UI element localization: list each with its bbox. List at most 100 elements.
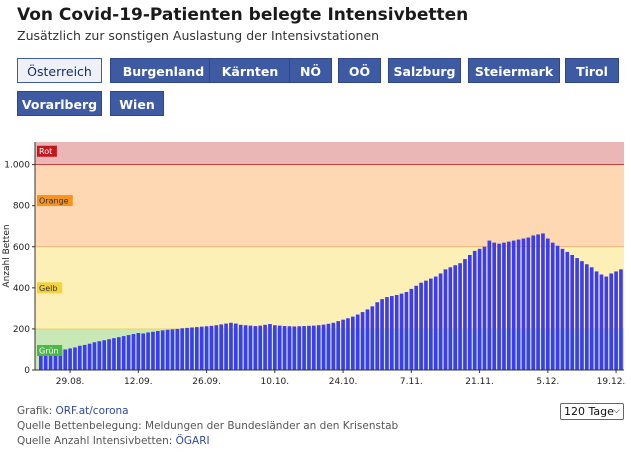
bar-38 <box>224 323 228 370</box>
x-tick-label-7: 5.12. <box>536 377 559 387</box>
bar-108 <box>565 251 570 370</box>
bar-37 <box>219 324 224 370</box>
bar-56 <box>312 325 316 370</box>
x-tick-label-0: 29.08. <box>56 377 85 387</box>
bar-61 <box>336 321 341 370</box>
tab-steiermark[interactable]: Steiermark <box>468 58 560 83</box>
bar-53 <box>297 326 302 370</box>
x-tick-label-5: 7.11. <box>400 377 423 387</box>
bar-100 <box>526 237 531 370</box>
bar-25 <box>160 330 165 370</box>
zone-label-0: Grün <box>39 346 59 355</box>
bar-28 <box>175 328 180 370</box>
bar-96 <box>507 241 511 370</box>
bar-111 <box>580 261 584 370</box>
tab-oesterreich[interactable]: Österreich <box>17 58 102 83</box>
bar-60 <box>331 322 336 370</box>
footer-quelle-anzahl-label: Quelle Anzahl Intensivbetten: <box>17 435 176 447</box>
bar-35 <box>209 325 214 370</box>
tab-vorarlberg[interactable]: Vorarlberg <box>17 91 102 116</box>
bar-93 <box>492 242 497 370</box>
bar-68 <box>370 306 375 370</box>
bar-105 <box>550 242 555 370</box>
footer-grafik: Grafik: ORF.at/corona <box>17 405 129 417</box>
bar-81 <box>433 276 438 370</box>
bar-10 <box>87 343 92 370</box>
bar-66 <box>360 312 365 370</box>
bar-43 <box>248 325 253 370</box>
bar-80 <box>429 278 433 370</box>
bar-50 <box>282 326 287 370</box>
bar-47 <box>268 323 272 370</box>
bar-32 <box>195 327 199 370</box>
bar-2 <box>48 352 53 370</box>
x-tick-label-6: 21.11. <box>465 377 494 387</box>
orf-corona-link[interactable]: ORF.at/corona <box>55 405 129 417</box>
bar-22 <box>146 332 150 370</box>
bar-23 <box>151 331 155 370</box>
bar-29 <box>180 328 185 370</box>
bar-77 <box>414 285 419 370</box>
x-tick-label-4: 24.10. <box>329 377 358 387</box>
bar-39 <box>229 322 233 370</box>
bar-1 <box>43 353 48 370</box>
bar-16 <box>117 337 121 370</box>
bar-33 <box>199 326 204 370</box>
bar-59 <box>326 323 331 370</box>
bar-95 <box>502 242 506 370</box>
bar-91 <box>482 246 487 370</box>
bar-14 <box>107 339 111 370</box>
bar-17 <box>121 336 126 370</box>
bar-51 <box>287 326 292 370</box>
bar-11 <box>92 342 97 370</box>
bar-73 <box>394 295 399 370</box>
bar-118 <box>614 271 618 370</box>
y-tick-label-0: 0 <box>24 366 30 376</box>
bar-74 <box>399 293 404 370</box>
bar-44 <box>253 326 258 370</box>
y-tick-label-1: 200 <box>13 325 30 335</box>
bar-9 <box>82 344 87 370</box>
footer-quelle-anzahl: Quelle Anzahl Intensivbetten: ÖGARI <box>17 435 210 447</box>
bar-85 <box>453 265 458 370</box>
bar-41 <box>238 324 243 370</box>
bar-90 <box>477 248 482 370</box>
zone-label-bg-3 <box>37 145 57 157</box>
oegari-link[interactable]: ÖGARI <box>175 435 210 447</box>
bar-19 <box>131 334 136 370</box>
zone-1 <box>35 246 624 329</box>
bar-26 <box>165 329 170 370</box>
bar-48 <box>273 325 277 370</box>
footer-grafik-label: Grafik: <box>17 405 56 417</box>
bar-99 <box>521 238 526 370</box>
tab-wien[interactable]: Wien <box>110 91 164 116</box>
zone-label-bg-0 <box>37 344 63 356</box>
bar-87 <box>463 259 467 370</box>
bar-34 <box>204 326 209 370</box>
bar-83 <box>443 269 448 370</box>
icu-bar-chart: Grün Gelb Orange Rot 0 200 400 600 800 1.000 Anzah… <box>2 142 625 387</box>
tab-salzburg[interactable]: Salzburg <box>388 58 461 83</box>
bar-57 <box>316 325 321 370</box>
x-tick-label-3: 10.10. <box>261 377 290 387</box>
zone-label-bg-1 <box>37 282 63 294</box>
zone-label-bg-2 <box>37 195 73 207</box>
tab-tirol[interactable]: Tirol <box>565 58 619 83</box>
bar-46 <box>263 324 267 370</box>
bar-72 <box>390 296 394 370</box>
bar-94 <box>497 243 501 370</box>
tab-burgenland[interactable]: Burgenland <box>110 58 217 83</box>
bar-113 <box>589 267 594 370</box>
bar-55 <box>307 325 311 370</box>
tab-kaernten[interactable]: Kärnten <box>209 58 291 83</box>
time-range-select[interactable]: 120 Tage ⌵ <box>560 403 624 420</box>
bar-20 <box>136 333 141 370</box>
bar-65 <box>355 314 360 370</box>
bar-5 <box>63 349 68 370</box>
tab-ooe[interactable]: OÖ <box>338 58 381 83</box>
x-tick-label-1: 12.09. <box>124 377 153 387</box>
bar-54 <box>302 326 306 370</box>
bar-31 <box>190 327 194 370</box>
tab-noe[interactable]: NÖ <box>289 58 332 83</box>
bar-7 <box>73 347 77 370</box>
